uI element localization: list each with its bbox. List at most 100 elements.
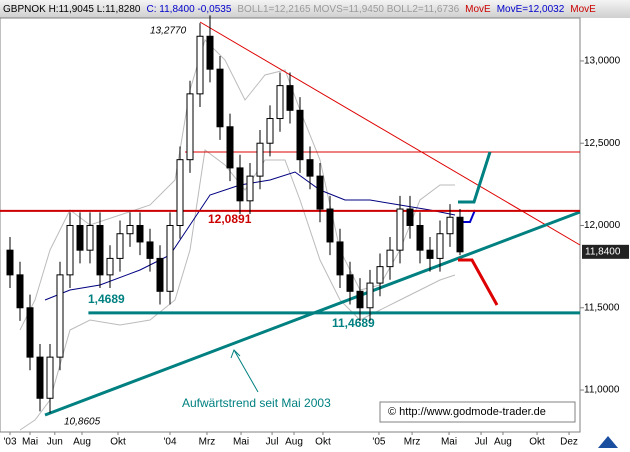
y-tick-label: 12,5000 [584,138,621,149]
copyright-box [379,401,576,423]
candle-body [166,224,174,292]
candle-body [386,249,394,268]
candle-body [396,208,404,251]
candle-body [136,224,144,243]
y-tick-label: 11,5000 [584,302,620,313]
last-price-label: 11,8400 [585,246,621,257]
x-tick-label: Jul [475,437,488,448]
candle-body [416,224,424,251]
candle-body [326,208,334,243]
downtrend-line [199,21,581,246]
candle-body [306,159,314,177]
candle-body [36,356,44,399]
candle-body [96,224,104,276]
x-tick-label: Okt [110,437,126,448]
x-tick-label: Aug [494,437,512,448]
projection-up [458,151,492,204]
candle-body [256,142,264,177]
candle-body [356,290,364,309]
candle-body [436,233,444,259]
candle-body [46,356,54,399]
corner-icon [598,436,618,448]
x-tick-label: Mai [441,437,457,448]
header-bar [0,0,630,18]
candle-body [56,274,64,358]
candle-body [146,241,154,259]
candle-body [186,93,194,161]
candle-body [176,159,184,226]
bollinger-lower [19,149,456,431]
candle-body [266,118,274,144]
annotation-arrow [233,349,259,393]
header-item: C: 11,8400 -0,0535 [147,4,232,15]
candle-body [196,35,204,95]
x-tick-label: '04 [163,437,176,448]
candle-body [156,257,164,292]
copyright: © http://www.godmode-trader.de [388,406,546,418]
header-item: BOLL1=12,2165 MOVS=11,9450 BOLL2=11,6736 [237,4,459,15]
x-tick-label: Mai [22,437,38,448]
y-tick-label: 12,0000 [584,220,621,231]
header: GBPNOK H:11,9045 L:11,8280 C: 11,8400 -0,… [3,4,596,15]
x-tick-label: '05 [372,437,385,448]
trend-annotation: Aufwärtstrend seit Mai 2003 [182,396,331,410]
last-price-box [582,244,629,259]
candle-body [316,175,324,210]
candle-body [286,85,294,111]
x-tick-label: Mrz [404,437,421,448]
candle-body [76,224,84,251]
level-annotation: 1,4689 [88,292,125,306]
projection-mid [462,209,476,223]
header-item: MovE [570,4,596,15]
candle-body [456,216,464,253]
candle-body [346,274,354,292]
x-tick-label: Mrz [199,437,216,448]
header-item: MovE [465,4,491,15]
candle-body [366,282,374,309]
x-tick-label: Okt [315,437,331,448]
level-label: 11,4689 [332,316,375,330]
x-tick-label: Jun [47,437,63,448]
y-tick-label: 11,0000 [584,385,620,396]
projection-down [458,258,499,306]
x-tick-label: Dez [560,437,578,448]
x-tick-label: Okt [529,437,545,448]
candle-body [246,175,254,202]
candle-body [276,85,284,120]
high-annotation: 13,2770 [150,26,187,37]
candle-body [336,241,344,276]
x-tick-label: Jul [266,437,279,448]
bollinger-upper [19,39,455,331]
candle-body [206,35,214,70]
x-tick-label: Aug [73,437,91,448]
candle-body [116,233,124,259]
level-label: 12,0891 [208,212,252,226]
candle-body [226,126,234,169]
moving-average [44,171,456,301]
candle-body [106,257,114,276]
candle-body [66,224,74,276]
candle-body [86,224,94,251]
candle-body [6,249,14,276]
candle-body [426,249,434,259]
header-item: MovE=12,0032 [497,4,565,15]
header-item: GBPNOK H:11,9045 L:11,8280 [3,4,141,15]
candle-body [406,208,414,226]
candle-body [446,216,454,235]
candle-body [126,224,134,235]
x-tick-label: Aug [285,437,303,448]
candle-body [26,307,34,358]
annotation-arrowhead [230,349,241,359]
low-annotation: 10,8605 [64,417,101,428]
candle-body [216,68,224,128]
candle-body [376,266,384,284]
drawings [19,21,618,448]
y-tick-label: 13,0000 [584,56,621,67]
candle-body [236,167,244,202]
candle-body [296,109,304,161]
x-tick-label: Mai [233,437,249,448]
candle-body [16,274,24,309]
x-tick-label: '03 [3,437,16,448]
